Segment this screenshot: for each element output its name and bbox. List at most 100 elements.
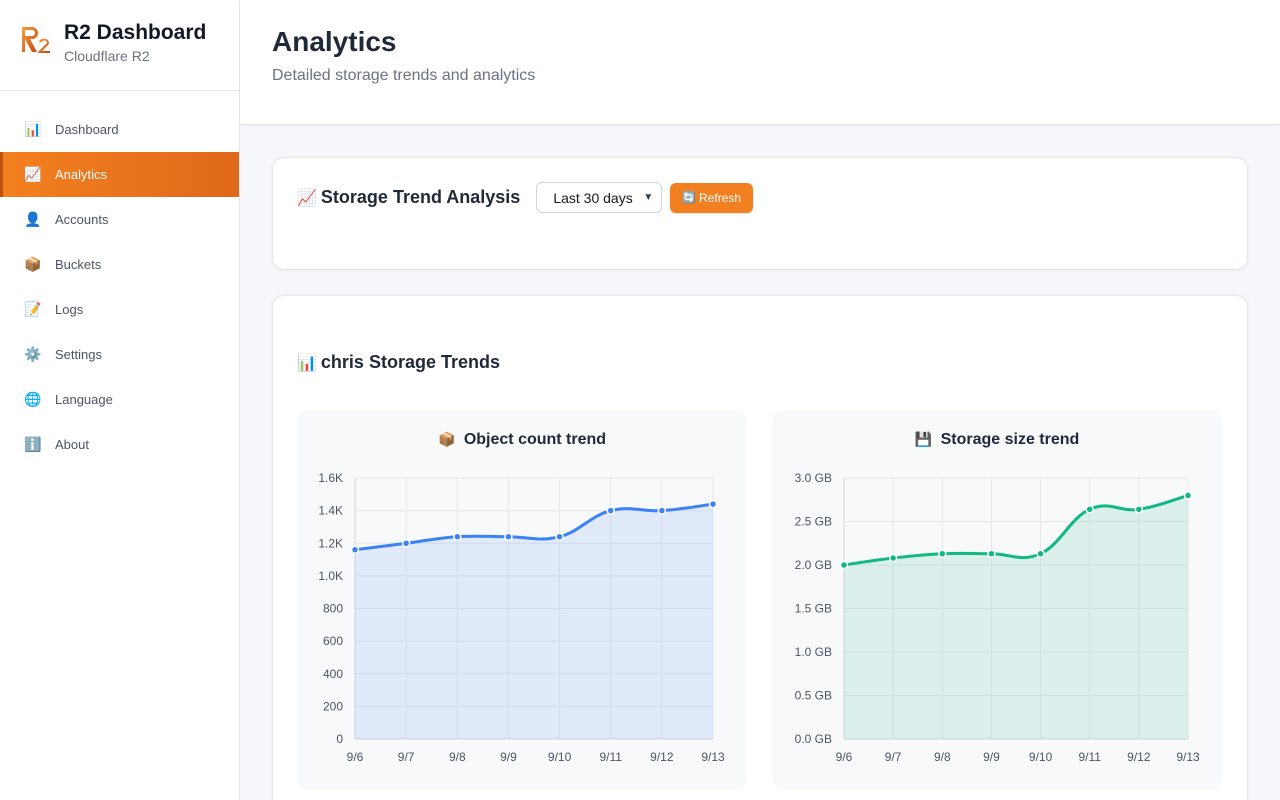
y-tick-label: 400 xyxy=(323,667,343,681)
sidebar-item-label: Language xyxy=(55,392,113,407)
y-tick-label: 1.6K xyxy=(318,471,343,485)
chart-title: 📦 Object count trend xyxy=(297,431,747,449)
series-area xyxy=(844,495,1188,739)
data-point[interactable] xyxy=(708,499,718,509)
series-line xyxy=(842,493,1190,567)
chevron-down-icon: ▼ xyxy=(643,192,654,203)
x-tick-label: 9/9 xyxy=(500,750,517,764)
sidebar-item-logs[interactable]: 📝 Logs xyxy=(0,287,239,332)
data-point[interactable] xyxy=(987,549,996,558)
y-tick-label: 2.0 GB xyxy=(795,558,832,572)
data-point[interactable] xyxy=(1183,491,1193,500)
x-tick-label: 9/8 xyxy=(934,750,951,764)
floppy-disk-icon: 💾 xyxy=(914,431,933,447)
y-tick-label: 0 xyxy=(336,732,343,746)
x-tick-label: 9/8 xyxy=(449,750,466,764)
sidebar-item-settings[interactable]: ⚙️ Settings xyxy=(0,332,239,377)
x-tick-label: 9/13 xyxy=(1176,750,1200,764)
page-header: Analytics Detailed storage trends and an… xyxy=(240,0,1280,125)
data-point[interactable] xyxy=(1134,505,1144,514)
series-area xyxy=(355,504,713,739)
data-point[interactable] xyxy=(504,532,513,541)
sidebar: R2 Dashboard Cloudflare R2 📊 Dashboard 📈… xyxy=(0,0,240,800)
y-tick-label: 0.5 GB xyxy=(795,689,832,703)
y-tick-label: 600 xyxy=(323,634,343,648)
object-count-plot: 0 200 400 600 800 1.0K 1.2K 1.4K 1.6K 9/6 9/7 9/8 9/… xyxy=(318,471,725,764)
trend-analysis-title: 📈 Storage Trend Analysis xyxy=(297,187,520,208)
storage-size-plot: 0.0 GB 0.5 GB 1.0 GB 1.5 GB 2.0 GB 2.5 GB 3.0 … xyxy=(795,471,1200,764)
refresh-button[interactable]: 🔄 Refresh xyxy=(670,182,754,213)
y-tick-label: 0.0 GB xyxy=(795,732,832,746)
data-point[interactable] xyxy=(555,532,564,541)
time-range-value: Last 30 days xyxy=(553,189,633,206)
time-range-select[interactable]: Last 30 days ▼ xyxy=(536,182,663,213)
y-tick-label: 200 xyxy=(323,699,343,713)
data-point[interactable] xyxy=(453,532,462,541)
sidebar-item-label: About xyxy=(55,437,89,452)
sidebar-item-accounts[interactable]: 👤 Accounts xyxy=(0,197,239,242)
chart-up-icon: 📈 xyxy=(297,189,317,207)
box-icon: 📦 xyxy=(24,256,42,272)
info-icon: ℹ️ xyxy=(24,436,42,452)
x-tick-label: 9/7 xyxy=(398,750,415,764)
x-tick-label: 9/12 xyxy=(650,750,674,764)
box-icon: 📦 xyxy=(437,431,456,447)
main-content: Analytics Detailed storage trends and an… xyxy=(240,0,1280,800)
data-point[interactable] xyxy=(839,560,849,570)
chart-up-icon: 📈 xyxy=(24,166,42,182)
data-point[interactable] xyxy=(1085,505,1094,514)
x-tick-label: 9/12 xyxy=(1127,750,1151,764)
y-tick-label: 800 xyxy=(323,602,343,616)
brand[interactable]: R2 Dashboard Cloudflare R2 xyxy=(0,0,239,91)
y-tick-label: 1.5 GB xyxy=(795,602,832,616)
storage-trends-title: 📊 chris Storage Trends xyxy=(297,352,500,373)
brand-title: R2 Dashboard xyxy=(64,21,207,44)
storage-trends-title-text: chris Storage Trends xyxy=(320,352,500,372)
refresh-icon: 🔄 xyxy=(682,192,697,204)
sidebar-nav: 📊 Dashboard 📈 Analytics 👤 Accounts 📦 Buc… xyxy=(0,91,239,467)
user-icon: 👤 xyxy=(24,211,42,227)
bar-chart-icon: 📊 xyxy=(297,354,317,372)
sidebar-item-language[interactable]: 🌐 Language xyxy=(0,377,239,422)
x-tick-label: 9/7 xyxy=(885,750,902,764)
sidebar-item-label: Logs xyxy=(55,302,84,317)
data-point[interactable] xyxy=(888,553,898,563)
trend-analysis-title-text: Storage Trend Analysis xyxy=(320,187,521,207)
page-title: Analytics xyxy=(272,26,397,57)
sidebar-item-label: Analytics xyxy=(55,167,108,182)
data-point[interactable] xyxy=(1036,549,1045,558)
x-tick-label: 9/9 xyxy=(983,750,1000,764)
x-tick-label: 9/6 xyxy=(347,750,364,764)
globe-icon: 🌐 xyxy=(24,391,42,407)
sidebar-item-about[interactable]: ℹ️ About xyxy=(0,422,239,467)
sidebar-item-buckets[interactable]: 📦 Buckets xyxy=(0,242,239,287)
trend-analysis-card: 📈 Storage Trend Analysis Last 30 days ▼ … xyxy=(272,157,1248,270)
data-point[interactable] xyxy=(606,506,615,515)
r2-logo-icon xyxy=(20,25,56,61)
x-tick-label: 9/10 xyxy=(548,750,572,764)
data-point[interactable] xyxy=(401,539,411,548)
storage-size-chart: 💾 Storage size trend 0.0 GB 0.5 GB 1.0 GB 1… xyxy=(772,411,1222,789)
page-subtitle: Detailed storage trends and analytics xyxy=(272,67,536,84)
sidebar-item-dashboard[interactable]: 📊 Dashboard xyxy=(0,107,239,152)
brand-subtitle: Cloudflare R2 xyxy=(64,48,150,64)
storage-trends-card: 📊 chris Storage Trends 📦 Object count tr… xyxy=(272,295,1248,800)
data-point[interactable] xyxy=(938,549,947,558)
x-tick-label: 9/13 xyxy=(701,750,725,764)
y-tick-label: 2.5 GB xyxy=(795,515,832,529)
series-line xyxy=(353,502,715,552)
x-tick-label: 9/10 xyxy=(1029,750,1053,764)
sidebar-item-label: Accounts xyxy=(55,212,109,227)
sidebar-item-label: Settings xyxy=(55,347,102,362)
chart-title-text: Object count trend xyxy=(463,431,607,448)
y-tick-label: 1.0 GB xyxy=(795,645,832,659)
x-tick-label: 9/6 xyxy=(836,750,853,764)
bar-chart-icon: 📊 xyxy=(24,121,42,137)
data-point[interactable] xyxy=(350,545,360,555)
x-tick-label: 9/11 xyxy=(599,750,622,764)
refresh-label: Refresh xyxy=(699,190,742,205)
sidebar-item-analytics[interactable]: 📈 Analytics xyxy=(0,152,239,197)
data-point[interactable] xyxy=(657,506,667,515)
sidebar-item-label: Dashboard xyxy=(55,122,119,137)
sidebar-item-label: Buckets xyxy=(55,257,102,272)
